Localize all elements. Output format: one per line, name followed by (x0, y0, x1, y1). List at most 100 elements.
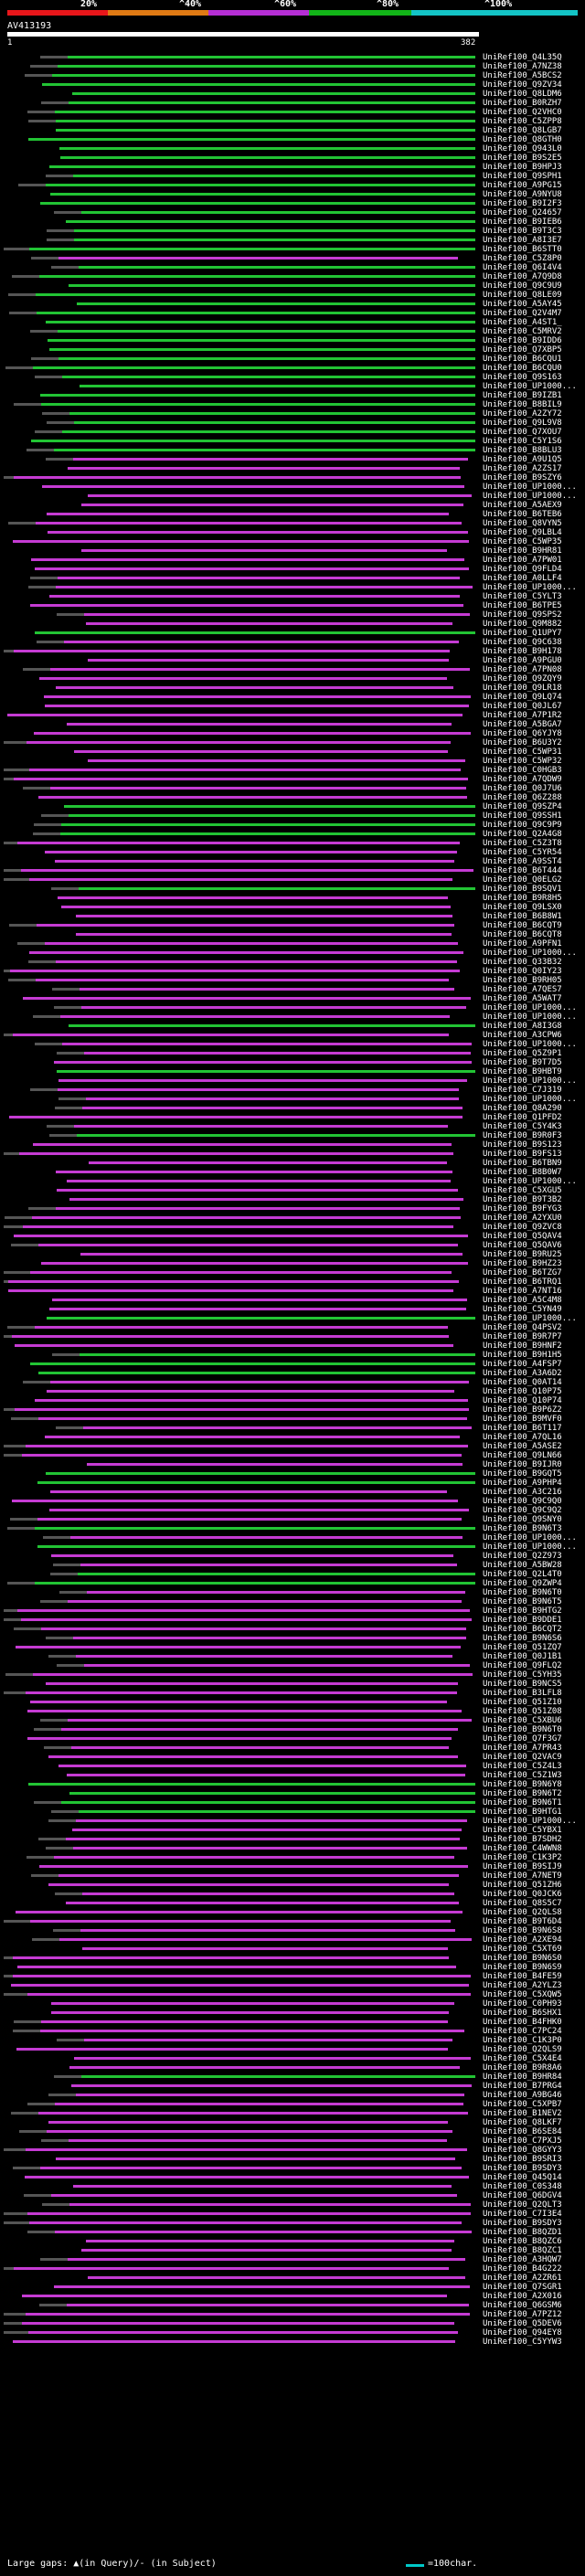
hit-row[interactable]: UniRef100_B6CQU0 (0, 364, 585, 373)
hit-row[interactable]: UniRef100_A0LLF4 (0, 574, 585, 583)
hit-row[interactable]: UniRef100_Q9C638 (0, 638, 585, 647)
hit-row[interactable]: UniRef100_A9PHP4 (0, 1479, 585, 1488)
hit-label-link[interactable]: UniRef100_B6B8W1 (483, 912, 562, 921)
hit-label-link[interactable]: UniRef100_A3C216 (483, 1488, 562, 1497)
hit-label-link[interactable]: UniRef100_A7QL16 (483, 1433, 562, 1442)
hit-label-link[interactable]: UniRef100_B6TPE5 (483, 601, 562, 610)
hit-row[interactable]: UniRef100_Q943L0 (0, 144, 585, 154)
hit-row[interactable]: UniRef100_B1NEV2 (0, 2109, 585, 2118)
hit-row[interactable]: UniRef100_B7SDH2 (0, 1835, 585, 1844)
hit-row[interactable]: UniRef100_Q9ZVC8 (0, 1223, 585, 1232)
hit-label-link[interactable]: UniRef100_Q7XOU7 (483, 428, 562, 437)
hit-row[interactable]: UniRef100_Q51ZH6 (0, 1881, 585, 1890)
hit-label-link[interactable]: UniRef100_UP1000... (483, 1003, 577, 1012)
hit-row[interactable]: UniRef100_B4FHK0 (0, 2018, 585, 2027)
hit-label-link[interactable]: UniRef100_B6SHX1 (483, 2009, 562, 2018)
hit-row[interactable]: UniRef100_A5BGA7 (0, 720, 585, 729)
hit-label-link[interactable]: UniRef100_C5YBX1 (483, 1826, 562, 1835)
hit-label-link[interactable]: UniRef100_B9R8H5 (483, 894, 562, 903)
hit-label-link[interactable]: UniRef100_B9R0F3 (483, 1131, 562, 1140)
hit-label-link[interactable]: UniRef100_C5XT69 (483, 1945, 562, 1954)
hit-row[interactable]: UniRef100_B9HZ23 (0, 1259, 585, 1268)
hit-row[interactable]: UniRef100_C5YBX1 (0, 1826, 585, 1835)
hit-label-link[interactable]: UniRef100_B9HR84 (483, 2072, 562, 2082)
hit-label-link[interactable]: UniRef100_A7NZ38 (483, 62, 562, 71)
hit-row[interactable]: UniRef100_Q0JCK6 (0, 1890, 585, 1899)
hit-row[interactable]: UniRef100_Q1UPY7 (0, 629, 585, 638)
hit-label-link[interactable]: UniRef100_C5Z3T8 (483, 839, 562, 848)
hit-label-link[interactable]: UniRef100_A5BW28 (483, 1561, 562, 1570)
hit-label-link[interactable]: UniRef100_Q9ZVC8 (483, 1223, 562, 1232)
hit-label-link[interactable]: UniRef100_Q2A4G8 (483, 830, 562, 839)
hit-label-link[interactable]: UniRef100_B8BIL9 (483, 400, 562, 409)
hit-label-link[interactable]: UniRef100_B9SDY3 (483, 2164, 562, 2173)
hit-row[interactable]: UniRef100_B8QZD1 (0, 2228, 585, 2237)
hit-row[interactable]: UniRef100_B9RH05 (0, 976, 585, 985)
hit-row[interactable]: UniRef100_B9RU25 (0, 1250, 585, 1259)
hit-label-link[interactable]: UniRef100_Q51Z08 (483, 1707, 562, 1716)
hit-row[interactable]: UniRef100_Q94EY8 (0, 2328, 585, 2337)
hit-label-link[interactable]: UniRef100_Q6DGV4 (483, 2191, 562, 2200)
hit-row[interactable]: UniRef100_B9N6T1 (0, 1798, 585, 1807)
hit-label-link[interactable]: UniRef100_Q5DEV6 (483, 2319, 562, 2328)
hit-row[interactable]: UniRef100_Q7SGR1 (0, 2283, 585, 2292)
hit-row[interactable]: UniRef100_A3C216 (0, 1488, 585, 1497)
hit-row[interactable]: UniRef100_Q9FLD4 (0, 565, 585, 574)
hit-row[interactable]: UniRef100_B8BLU3 (0, 446, 585, 455)
hit-row[interactable]: UniRef100_A9PFN1 (0, 939, 585, 949)
hit-label-link[interactable]: UniRef100_A4ST1_ (483, 318, 562, 327)
hit-label-link[interactable]: UniRef100_UP1000... (483, 1314, 577, 1323)
hit-label-link[interactable]: UniRef100_A5WAT7 (483, 994, 562, 1003)
hit-row[interactable]: UniRef100_C5YR54 (0, 848, 585, 857)
hit-label-link[interactable]: UniRef100_B9S123 (483, 1140, 562, 1150)
hit-label-link[interactable]: UniRef100_C5YH35 (483, 1670, 562, 1680)
hit-label-link[interactable]: UniRef100_B6CQU1 (483, 355, 562, 364)
hit-label-link[interactable]: UniRef100_Q9C638 (483, 638, 562, 647)
hit-row[interactable]: UniRef100_A3A6D2 (0, 1369, 585, 1378)
hit-row[interactable]: UniRef100_B8QZC1 (0, 2246, 585, 2255)
hit-label-link[interactable]: UniRef100_B9R7P7 (483, 1332, 562, 1341)
hit-label-link[interactable]: UniRef100_Q0JCK6 (483, 1890, 562, 1899)
hit-row[interactable]: UniRef100_C5XQW5 (0, 1990, 585, 1999)
hit-label-link[interactable]: UniRef100_B3LFL8 (483, 1689, 562, 1698)
hit-label-link[interactable]: UniRef100_B6TEB6 (483, 510, 562, 519)
hit-label-link[interactable]: UniRef100_B8QZD1 (483, 2228, 562, 2237)
hit-label-link[interactable]: UniRef100_UP1000... (483, 949, 577, 958)
hit-label-link[interactable]: UniRef100_Q9S163 (483, 373, 562, 382)
hit-row[interactable]: UniRef100_Q9LSX0 (0, 903, 585, 912)
hit-label-link[interactable]: UniRef100_Q8A290 (483, 1104, 562, 1113)
hit-label-link[interactable]: UniRef100_Q9C9P9 (483, 821, 562, 830)
hit-label-link[interactable]: UniRef100_Q51ZH6 (483, 1881, 562, 1890)
hit-label-link[interactable]: UniRef100_C0S348 (483, 2182, 562, 2191)
hit-row[interactable]: UniRef100_Q2VHC0 (0, 108, 585, 117)
hit-label-link[interactable]: UniRef100_B6CQT2 (483, 1625, 562, 1634)
hit-row[interactable]: UniRef100_A9NYU8 (0, 190, 585, 199)
hit-label-link[interactable]: UniRef100_B8QZC1 (483, 2246, 562, 2255)
hit-label-link[interactable]: UniRef100_C5WP32 (483, 757, 562, 766)
hit-label-link[interactable]: UniRef100_A2ZY72 (483, 409, 562, 419)
hit-label-link[interactable]: UniRef100_UP1000... (483, 1533, 577, 1542)
hit-row[interactable]: UniRef100_B8QZC6 (0, 2237, 585, 2246)
hit-label-link[interactable]: UniRef100_Q8VYN5 (483, 519, 562, 528)
hit-label-link[interactable]: UniRef100_A3CPW6 (483, 1031, 562, 1040)
hit-row[interactable]: UniRef100_Q9SSH1 (0, 811, 585, 821)
hit-label-link[interactable]: UniRef100_B8B0W7 (483, 1168, 562, 1177)
hit-label-link[interactable]: UniRef100_A5AEX9 (483, 501, 562, 510)
hit-row[interactable]: UniRef100_Q2QLT3 (0, 2200, 585, 2210)
hit-label-link[interactable]: UniRef100_B6TBN9 (483, 1159, 562, 1168)
hit-label-link[interactable]: UniRef100_A7QDW9 (483, 775, 562, 784)
hit-label-link[interactable]: UniRef100_B9IJR0 (483, 1460, 562, 1469)
hit-row[interactable]: UniRef100_C5XBU6 (0, 1716, 585, 1725)
hit-row[interactable]: UniRef100_B9HTG2 (0, 1606, 585, 1616)
hit-label-link[interactable]: UniRef100_Q24657 (483, 208, 562, 217)
hit-label-link[interactable]: UniRef100_C5YN49 (483, 1305, 562, 1314)
hit-row[interactable]: UniRef100_B9R0F3 (0, 1131, 585, 1140)
hit-label-link[interactable]: UniRef100_B6STT0 (483, 245, 562, 254)
hit-row[interactable]: UniRef100_A7P1R2 (0, 711, 585, 720)
hit-row[interactable]: UniRef100_UP1000... (0, 1542, 585, 1552)
hit-label-link[interactable]: UniRef100_B9SZY6 (483, 473, 562, 482)
hit-label-link[interactable]: UniRef100_Q5QAV6 (483, 1241, 562, 1250)
hit-label-link[interactable]: UniRef100_B9N6T2 (483, 1789, 562, 1798)
hit-row[interactable]: UniRef100_C5Y4K3 (0, 1122, 585, 1131)
hit-row[interactable]: UniRef100_B6CQT8 (0, 930, 585, 939)
